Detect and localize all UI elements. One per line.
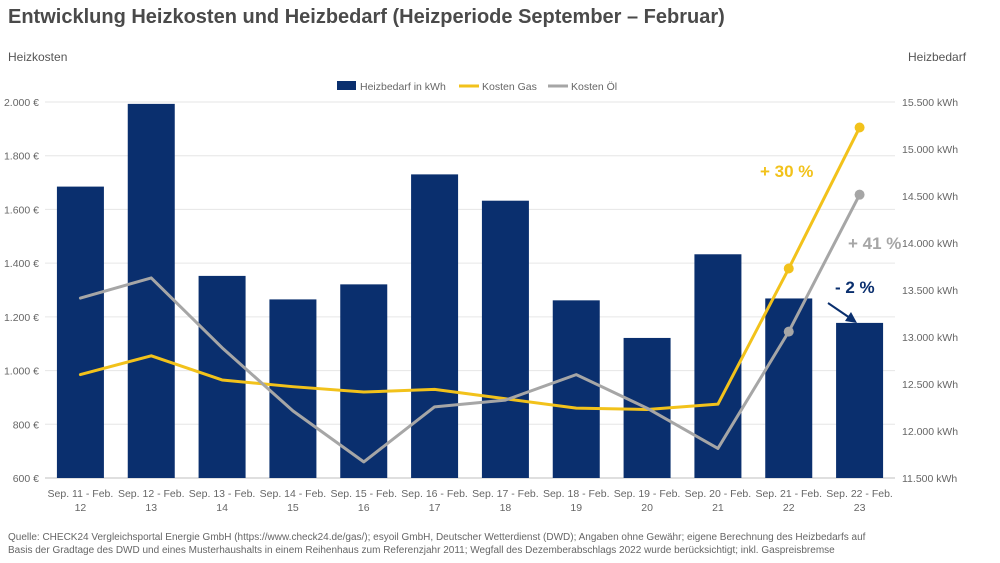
series-point — [854, 122, 865, 133]
x-tick-label-line: 18 — [500, 502, 512, 514]
right-tick-label: 14.000 kWh — [902, 238, 958, 250]
annotations: + 30 % + 41 % - 2 % — [760, 162, 901, 323]
left-tick-label: 1.000 € — [4, 366, 39, 378]
series-line — [78, 193, 862, 464]
x-tick-label: Sep. 19 - Feb. 20 — [614, 488, 681, 514]
x-tick-label-line: Sep. 14 - Feb. — [260, 488, 327, 500]
x-tick-label: Sep. 12 - Feb. 13 — [118, 488, 185, 514]
left-tick-label: 1.800 € — [4, 151, 39, 163]
x-tick-label: Sep. 14 - Feb. 15 — [260, 488, 327, 514]
right-tick-label: 13.500 kWh — [902, 285, 958, 297]
bar — [552, 300, 600, 478]
x-tick-label-line: 23 — [854, 502, 866, 514]
gridlines — [45, 101, 895, 479]
x-tick-label-line: 12 — [75, 502, 87, 514]
x-tick-label-line: 22 — [783, 502, 795, 514]
bar — [340, 284, 388, 478]
x-tick-label-line: 14 — [216, 502, 228, 514]
right-axis-title: Heizbedarf — [908, 50, 967, 64]
bar — [127, 103, 175, 478]
bar — [56, 186, 104, 478]
series-point — [783, 263, 794, 274]
source-note: Quelle: CHECK24 Vergleichsportal Energie… — [8, 532, 866, 556]
combo-chart: 2.000 € 1.800 € 1.600 € 1.400 € 1.200 € 1.000… — [4, 81, 958, 514]
legend: Heizbedarf in kWh Kosten Gas Kosten Öl — [337, 81, 617, 93]
bar — [694, 254, 742, 478]
right-tick-label: 12.500 kWh — [902, 379, 958, 391]
annotation-arrow — [827, 302, 851, 319]
x-tick-label: Sep. 11 - Feb. 12 — [48, 488, 114, 514]
annotation-arrowhead — [845, 312, 857, 323]
left-tick-label: 1.400 € — [4, 258, 39, 270]
right-tick-label: 15.500 kWh — [902, 97, 958, 109]
left-tick-label: 600 € — [13, 473, 39, 485]
bar — [765, 298, 813, 478]
x-tick-label: Sep. 16 - Feb. 17 — [401, 488, 468, 514]
x-tick-label-line: 20 — [641, 502, 653, 514]
left-tick-label: 800 € — [13, 419, 39, 431]
legend-label: Heizbedarf in kWh — [360, 81, 446, 93]
bar-series — [56, 103, 884, 478]
x-tick-label: Sep. 22 - Feb. 23 — [826, 488, 893, 514]
left-tick-label: 1.600 € — [4, 204, 39, 216]
right-tick-label: 13.000 kWh — [902, 332, 958, 344]
x-tick-label-line: Sep. 19 - Feb. — [614, 488, 681, 500]
annotation-label: - 2 % — [835, 278, 875, 297]
annotation-label: + 41 % — [848, 234, 901, 253]
x-tick-label: Sep. 15 - Feb. 16 — [330, 488, 397, 514]
x-tick-label-line: 16 — [358, 502, 370, 514]
series-point — [783, 326, 794, 337]
right-tick-label: 14.500 kWh — [902, 191, 958, 203]
right-axis-ticks: 15.500 kWh 15.000 kWh 14.500 kWh 14.000 kWh… — [902, 97, 958, 485]
x-tick-label-line: 21 — [712, 502, 724, 514]
annotation-label: + 30 % — [760, 162, 813, 181]
legend-label: Kosten Öl — [571, 81, 617, 93]
x-tick-label-line: 17 — [429, 502, 441, 514]
series-line — [78, 126, 862, 412]
x-tick-label: Sep. 18 - Feb. 19 — [543, 488, 610, 514]
x-tick-label-line: Sep. 18 - Feb. — [543, 488, 610, 500]
x-tick-label-line: Sep. 15 - Feb. — [330, 488, 397, 500]
x-tick-label-line: 19 — [570, 502, 582, 514]
x-tick-label-line: Sep. 11 - Feb. — [48, 488, 114, 500]
left-tick-label: 2.000 € — [4, 97, 39, 109]
x-tick-label: Sep. 13 - Feb. 14 — [189, 488, 256, 514]
x-tick-label-line: Sep. 12 - Feb. — [118, 488, 185, 500]
bar — [198, 275, 246, 478]
x-tick-label-line: 13 — [145, 502, 157, 514]
x-tick-label: Sep. 17 - Feb. 18 — [472, 488, 539, 514]
right-tick-label: 11.500 kWh — [902, 473, 957, 485]
left-tick-label: 1.200 € — [4, 312, 39, 324]
legend-swatch — [337, 81, 356, 90]
bar — [411, 174, 459, 478]
line-series — [78, 122, 865, 464]
chart-title: Entwicklung Heizkosten und Heizbedarf (H… — [8, 6, 725, 28]
right-tick-label: 12.000 kWh — [902, 426, 958, 438]
x-tick-label-line: Sep. 21 - Feb. — [755, 488, 822, 500]
bar — [836, 322, 884, 478]
x-tick-label-line: Sep. 13 - Feb. — [189, 488, 256, 500]
bar — [481, 200, 529, 478]
right-tick-label: 15.000 kWh — [902, 144, 958, 156]
x-tick-label: Sep. 20 - Feb. 21 — [685, 488, 752, 514]
x-tick-label: Sep. 21 - Feb. 22 — [755, 488, 822, 514]
x-tick-label-line: Sep. 22 - Feb. — [826, 488, 893, 500]
left-axis-ticks: 2.000 € 1.800 € 1.600 € 1.400 € 1.200 € 1.000… — [4, 97, 39, 485]
x-tick-label-line: Sep. 17 - Feb. — [472, 488, 539, 500]
x-tick-label-line: Sep. 20 - Feb. — [685, 488, 752, 500]
x-axis-labels: Sep. 11 - Feb. 12 Sep. 12 - Feb. 13 Sep. 13 … — [48, 488, 893, 514]
left-axis-title: Heizkosten — [8, 50, 68, 64]
legend-label: Kosten Gas — [482, 81, 537, 93]
x-tick-label-line: Sep. 16 - Feb. — [401, 488, 468, 500]
x-tick-label-line: 15 — [287, 502, 299, 514]
series-point — [854, 189, 865, 200]
